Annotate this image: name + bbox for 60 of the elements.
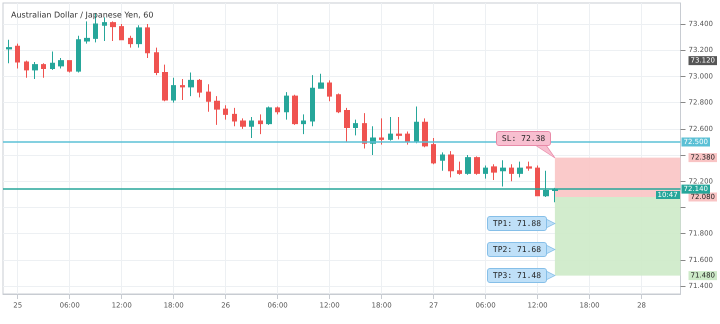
candlestick [258, 114, 263, 135]
candlestick [6, 39, 12, 64]
candlestick [474, 156, 480, 176]
candlestick [517, 161, 523, 178]
candlestick [50, 51, 55, 70]
candlestick [266, 106, 272, 126]
candlestick [310, 74, 315, 127]
candlestick [379, 118, 384, 146]
candlestick [336, 92, 341, 114]
candlestick [440, 152, 445, 172]
candlestick [405, 130, 410, 146]
candlestick [448, 150, 454, 178]
candlestick [457, 161, 462, 176]
candlestick [500, 160, 506, 188]
candlestick [32, 61, 38, 80]
candlestick [249, 116, 254, 139]
candlestick [491, 164, 497, 180]
candlestick [171, 77, 176, 104]
candlestick [344, 107, 350, 142]
candlestick [67, 60, 72, 73]
candlestick [214, 96, 220, 126]
candlestick [84, 20, 90, 44]
candlestick [388, 116, 393, 142]
candlestick [526, 161, 532, 172]
candlestick [24, 60, 29, 78]
candlestick [284, 92, 289, 120]
candlestick [353, 119, 358, 136]
candlestick [535, 165, 540, 196]
candlestick [318, 73, 324, 89]
candlestick [396, 116, 402, 140]
candlestick [327, 80, 332, 102]
candlestick [301, 114, 306, 135]
candlestick [76, 35, 81, 73]
candlestick [41, 62, 46, 78]
candlestick [145, 23, 150, 59]
candlestick [275, 106, 280, 115]
annotation: SL: 72.38 [496, 130, 552, 146]
candlestick [240, 118, 246, 130]
candlestick [110, 20, 116, 42]
candlestick [154, 47, 159, 76]
candlestick [422, 118, 428, 148]
candlestick [162, 64, 168, 102]
candlestick [483, 165, 488, 180]
candlestick [180, 78, 185, 100]
candlestick [223, 104, 228, 120]
candlestick [58, 58, 64, 70]
candlestick [119, 23, 124, 40]
candlestick [197, 78, 202, 98]
candlestick [509, 164, 514, 182]
candlestick [431, 138, 436, 165]
candlestick [188, 72, 194, 97]
candlestick [206, 84, 211, 112]
candlestick [15, 43, 20, 70]
candlestick [362, 112, 367, 149]
candlestick [128, 35, 133, 48]
candlestick [465, 154, 471, 176]
candlestick [292, 94, 298, 126]
text: Australian Dollar / Japanese Yen, 60 [11, 10, 154, 20]
candlestick [232, 107, 237, 127]
candlestick [136, 24, 142, 48]
